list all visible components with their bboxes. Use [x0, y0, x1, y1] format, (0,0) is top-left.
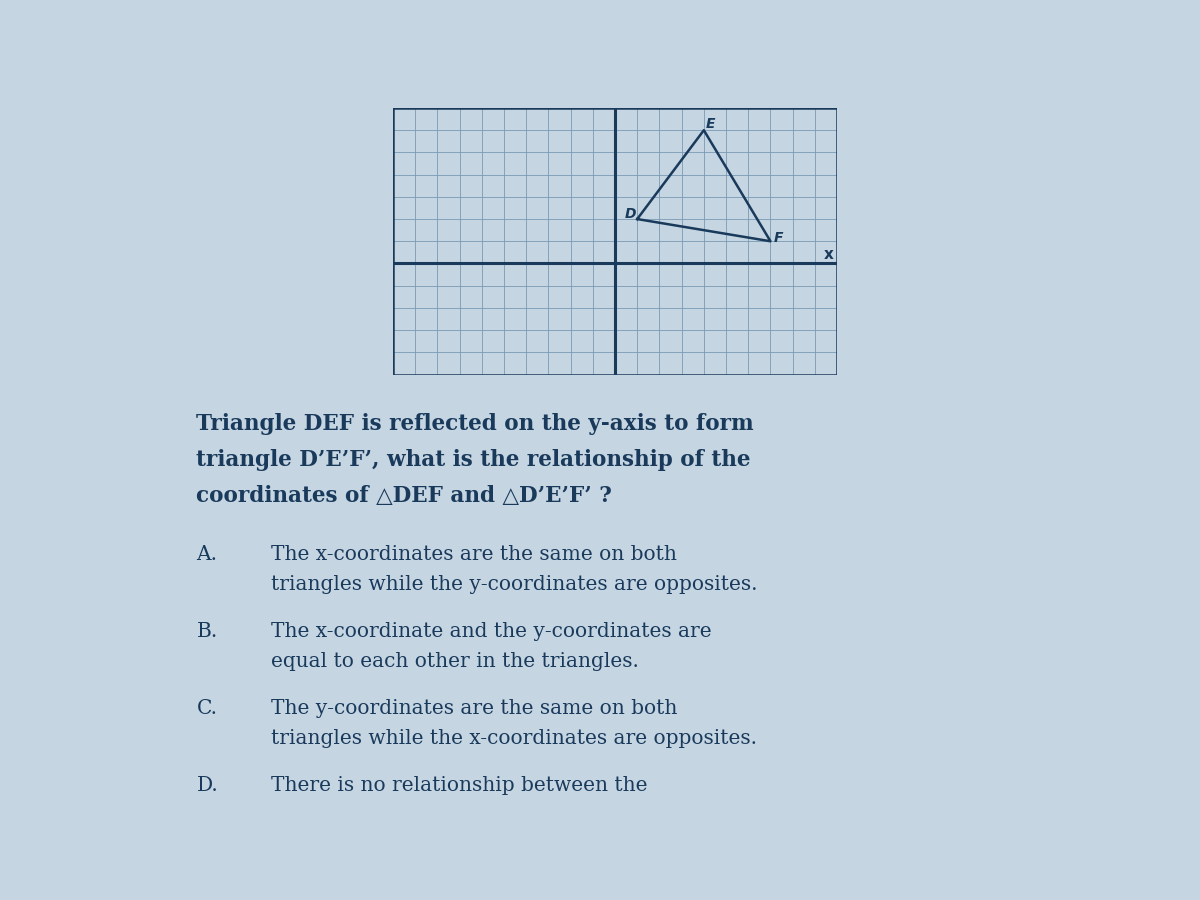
- Text: There is no relationship between the: There is no relationship between the: [271, 776, 648, 795]
- Text: E: E: [706, 117, 715, 131]
- Text: The x-coordinates are the same on both: The x-coordinates are the same on both: [271, 545, 677, 564]
- Text: coordinates of △DEF and △D’E’F’ ?: coordinates of △DEF and △D’E’F’ ?: [197, 485, 612, 508]
- Text: C.: C.: [197, 699, 217, 718]
- Text: triangles while the y-coordinates are opposites.: triangles while the y-coordinates are op…: [271, 574, 757, 594]
- Text: D.: D.: [197, 776, 218, 795]
- Text: Triangle DEF is reflected on the y-axis to form: Triangle DEF is reflected on the y-axis …: [197, 413, 754, 436]
- Text: A.: A.: [197, 545, 217, 564]
- Text: triangle D’E’F’, what is the relationship of the: triangle D’E’F’, what is the relationshi…: [197, 449, 751, 472]
- Text: The x-coordinate and the y-coordinates are: The x-coordinate and the y-coordinates a…: [271, 622, 712, 641]
- Text: D: D: [625, 207, 636, 220]
- Text: F: F: [774, 231, 784, 246]
- Text: equal to each other in the triangles.: equal to each other in the triangles.: [271, 652, 638, 670]
- Text: triangles while the x-coordinates are opposites.: triangles while the x-coordinates are op…: [271, 729, 757, 748]
- Text: B.: B.: [197, 622, 217, 641]
- Text: The y-coordinates are the same on both: The y-coordinates are the same on both: [271, 699, 677, 718]
- Text: x: x: [824, 247, 834, 262]
